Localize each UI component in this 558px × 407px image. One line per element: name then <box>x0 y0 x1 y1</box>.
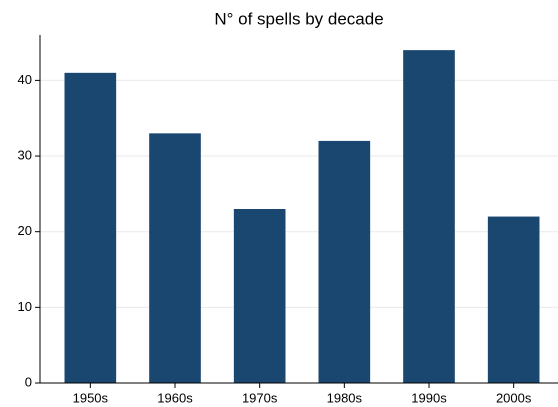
y-tick-label: 40 <box>18 72 32 87</box>
x-tick-label: 1970s <box>242 390 278 405</box>
y-tick-label: 20 <box>18 223 32 238</box>
y-tick-label: 10 <box>18 299 32 314</box>
bar <box>64 72 117 384</box>
x-tick-label: 1960s <box>157 390 193 405</box>
bar <box>233 209 286 383</box>
x-tick-label: 1980s <box>327 390 363 405</box>
x-tick-label: 2000s <box>496 390 532 405</box>
bar <box>487 216 540 383</box>
chart-title: N° of spells by decade <box>214 9 383 28</box>
y-tick-label: 0 <box>25 374 32 389</box>
y-tick-label: 30 <box>18 147 32 162</box>
bar <box>318 140 371 383</box>
bar <box>149 133 201 383</box>
bar <box>403 50 455 384</box>
x-tick-label: 1950s <box>73 390 109 405</box>
x-tick-label: 1990s <box>411 390 447 405</box>
